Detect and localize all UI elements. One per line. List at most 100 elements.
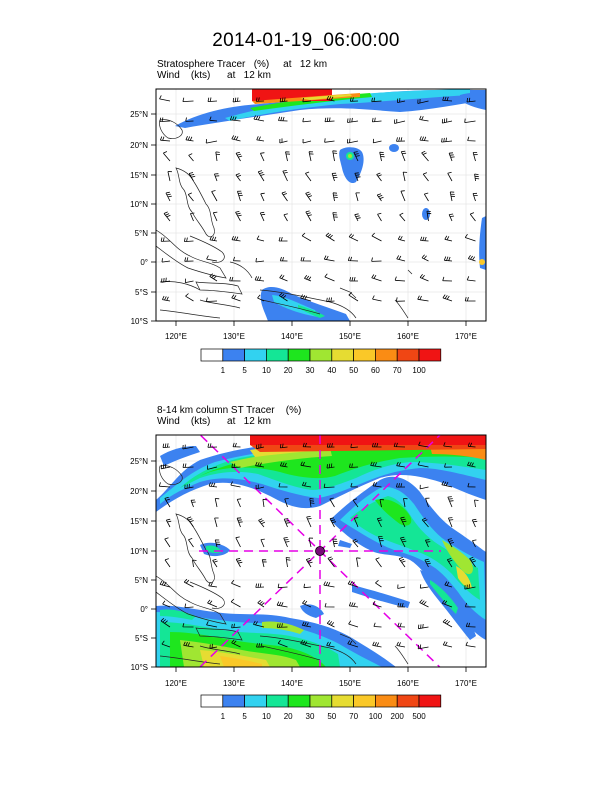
wind-barb bbox=[347, 640, 359, 648]
wind-barb bbox=[472, 192, 478, 202]
wind-barb bbox=[354, 213, 361, 222]
wind-barb bbox=[379, 499, 385, 508]
wind-barb bbox=[393, 442, 406, 448]
wind-barb bbox=[472, 539, 477, 548]
wind-barb bbox=[332, 192, 338, 202]
wind-barb bbox=[441, 599, 453, 608]
wind-barb bbox=[444, 463, 453, 468]
wind-barb bbox=[279, 462, 288, 468]
wind-barb bbox=[232, 442, 241, 448]
panel2-ytick: 5°S bbox=[135, 634, 148, 643]
wind-barb bbox=[442, 618, 453, 628]
wind-barb bbox=[326, 641, 335, 648]
panel1-xtick: 160°E bbox=[397, 332, 419, 341]
colorbar-label: 60 bbox=[371, 366, 380, 375]
wind-barb bbox=[396, 483, 406, 488]
wind-barb bbox=[449, 191, 456, 202]
wind-barb bbox=[279, 97, 288, 103]
wind-barb bbox=[371, 232, 382, 242]
wind-barb bbox=[355, 192, 360, 202]
panel2-ytick: 5°N bbox=[135, 576, 149, 585]
wind-barb bbox=[231, 235, 241, 242]
wind-barb bbox=[279, 256, 288, 262]
wind-barb bbox=[192, 559, 197, 568]
colorbar-label: 70 bbox=[349, 712, 358, 721]
wind-barb bbox=[230, 598, 241, 608]
wind-barb bbox=[283, 518, 290, 528]
panel1-xtick: 140°E bbox=[281, 332, 303, 341]
panel2-xtick: 140°E bbox=[281, 679, 303, 688]
wind-barb bbox=[184, 483, 194, 490]
wind-barb bbox=[441, 118, 453, 124]
wind-barb bbox=[164, 496, 171, 508]
wind-barb bbox=[444, 581, 453, 588]
panel1-ytick: 25°N bbox=[130, 110, 148, 119]
wind-barb bbox=[284, 498, 289, 508]
wind-barb bbox=[324, 602, 335, 608]
wind-barb bbox=[205, 139, 218, 144]
wind-barb bbox=[417, 461, 429, 468]
wind-barb bbox=[471, 518, 478, 528]
colorbar-label: 200 bbox=[391, 712, 405, 721]
colorbar-swatch bbox=[418, 694, 442, 708]
colorbar-swatch bbox=[418, 348, 442, 362]
wind-barb bbox=[371, 274, 382, 282]
wind-barb bbox=[378, 536, 384, 548]
wind-barb bbox=[396, 461, 406, 468]
wind-barb bbox=[348, 292, 359, 302]
wind-barb bbox=[260, 192, 265, 202]
wind-barb bbox=[209, 116, 218, 122]
wind-barb bbox=[188, 538, 194, 548]
panel1-xtick: 150°E bbox=[339, 332, 361, 341]
panel1-ytick: 10°N bbox=[130, 200, 148, 209]
wind-barb bbox=[231, 623, 241, 629]
wind-barb bbox=[278, 482, 288, 488]
wind-barb bbox=[257, 170, 265, 182]
wind-barb bbox=[347, 117, 359, 123]
wind-barb bbox=[235, 173, 242, 182]
wind-barb bbox=[326, 95, 335, 102]
wind-barb bbox=[373, 622, 382, 628]
wind-barb bbox=[260, 152, 265, 162]
wind-barb bbox=[158, 482, 171, 488]
wind-barb bbox=[326, 297, 335, 303]
panel1-ytick: 10°S bbox=[131, 317, 148, 326]
wind-barb bbox=[283, 537, 290, 548]
wind-barb bbox=[376, 172, 382, 182]
colorbar-swatch bbox=[396, 694, 420, 708]
wind-barb bbox=[209, 643, 218, 649]
wind-barb bbox=[305, 210, 312, 222]
wind-barb bbox=[231, 639, 241, 648]
wind-barb bbox=[184, 603, 194, 608]
wind-barb bbox=[257, 294, 265, 302]
wind-barb bbox=[159, 95, 171, 102]
wind-barb bbox=[185, 117, 194, 122]
wind-barb bbox=[467, 482, 476, 488]
wind-barb bbox=[348, 602, 359, 608]
wind-barb bbox=[187, 192, 194, 202]
panel2-colorbar: 1 5 10 20 30 50 70 100 200 500 bbox=[200, 694, 442, 721]
wind-barb bbox=[474, 499, 479, 508]
wind-barb bbox=[159, 580, 171, 588]
wind-barb bbox=[165, 191, 172, 202]
wind-barb bbox=[442, 276, 453, 282]
wind-barb bbox=[464, 297, 476, 302]
wind-barb bbox=[184, 278, 194, 283]
wind-barb bbox=[399, 212, 406, 222]
panel2-xtick: 160°E bbox=[397, 679, 419, 688]
wind-barb bbox=[326, 443, 335, 448]
wind-barb bbox=[372, 641, 382, 648]
wind-barb bbox=[396, 137, 406, 142]
wind-barb bbox=[325, 232, 335, 242]
wind-barb bbox=[159, 117, 171, 122]
wind-barb bbox=[164, 537, 171, 548]
wind-barb bbox=[469, 212, 476, 222]
colorbar-label: 30 bbox=[306, 712, 315, 721]
panel2-ytick: 15°N bbox=[130, 517, 148, 526]
panel2-ytick: 25°N bbox=[130, 457, 148, 466]
wind-barb bbox=[257, 599, 265, 608]
wind-barb bbox=[262, 498, 267, 508]
wind-barb bbox=[447, 171, 453, 182]
panel1-ytick: 20°N bbox=[130, 141, 148, 150]
